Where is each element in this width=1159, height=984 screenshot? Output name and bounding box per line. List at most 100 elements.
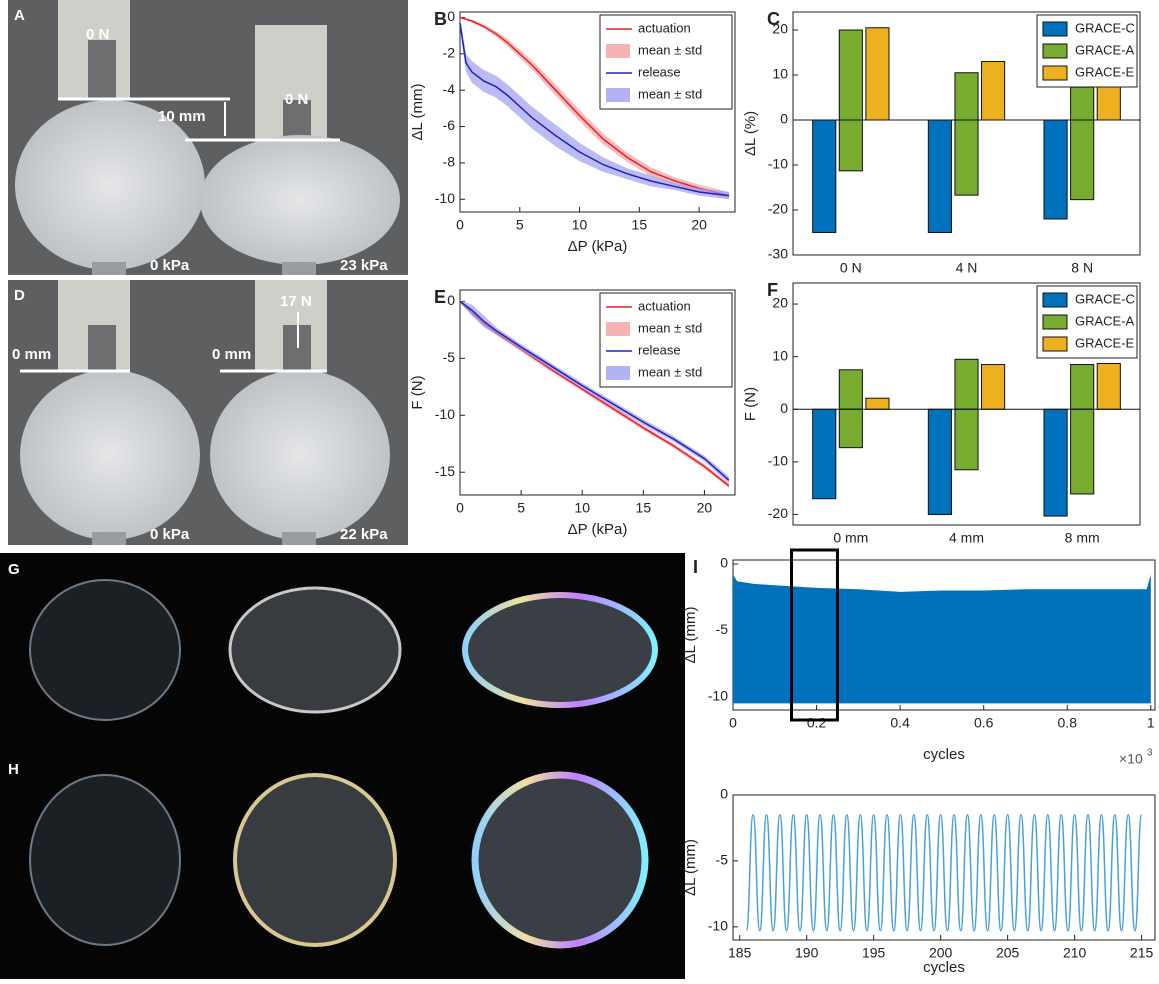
legend-swatch: [606, 322, 630, 336]
y-axis-label: F (N): [409, 375, 426, 409]
legend-label: GRACE-C: [1075, 20, 1135, 35]
y-tick-label: 20: [772, 295, 788, 311]
x-tick-label: 20: [691, 217, 707, 233]
bar: [1071, 365, 1094, 410]
y-axis-label: ΔL (mm): [682, 607, 699, 664]
legend-label: GRACE-E: [1075, 64, 1135, 79]
bar: [839, 409, 862, 447]
y-tick-label: 0: [720, 555, 728, 571]
cycle-envelope: [733, 575, 1151, 704]
bar: [928, 409, 951, 514]
panel-letter: A: [14, 7, 25, 24]
x-tick-label: 0 N: [840, 260, 862, 276]
x-tick-label: 0.8: [1058, 715, 1078, 731]
bar: [955, 409, 978, 470]
legend-label: release: [638, 342, 681, 357]
bar: [1071, 87, 1094, 120]
y-tick-label: 0: [780, 400, 788, 416]
x-tick-label: 0: [729, 715, 737, 731]
bar: [1071, 409, 1094, 494]
photo-label: 23 kPa: [340, 257, 388, 274]
y-tick-label: 10: [772, 347, 788, 363]
legend-swatch: [1043, 293, 1067, 307]
y-axis-label: F (N): [742, 387, 759, 421]
panel-letter: D: [14, 287, 25, 304]
x-tick-label: 215: [1130, 945, 1154, 961]
bar: [1044, 409, 1067, 516]
photo-label: 10 mm: [158, 108, 206, 125]
y-tick-label: -8: [443, 154, 456, 170]
panel-letter: H: [8, 761, 19, 778]
panel-letter: G: [8, 561, 20, 578]
x-tick-label: 190: [795, 945, 819, 961]
x-tick-label: 15: [632, 217, 648, 233]
legend-label: mean ± std: [638, 320, 702, 335]
bar: [982, 365, 1005, 410]
x-tick-label: 8 N: [1071, 260, 1093, 276]
x-tick-label: 15: [636, 500, 652, 516]
legend-label: GRACE-A: [1075, 313, 1135, 328]
x-tick-label: 5: [516, 217, 524, 233]
bar: [866, 398, 889, 409]
bar: [1044, 120, 1067, 219]
photo-label: 0 N: [86, 26, 109, 43]
y-tick-label: 0: [447, 292, 455, 308]
x-tick-label: 10: [572, 217, 588, 233]
legend-swatch: [1043, 22, 1067, 36]
x-tick-label: 0 mm: [833, 530, 868, 546]
bar: [955, 120, 978, 195]
y-tick-label: 10: [772, 66, 788, 82]
y-tick-label: 20: [772, 21, 788, 37]
legend-swatch: [1043, 44, 1067, 58]
panel-letter: B: [434, 9, 447, 29]
x-tick-label: 185: [728, 945, 752, 961]
y-tick-label: 0: [780, 111, 788, 127]
legend-label: mean ± std: [638, 42, 702, 57]
legend-swatch: [606, 366, 630, 380]
legend-label: release: [638, 64, 681, 79]
y-tick-label: -10: [435, 190, 455, 206]
legend-label: GRACE-A: [1075, 42, 1135, 57]
y-tick-label: -10: [708, 687, 728, 703]
bar: [813, 409, 836, 498]
y-axis-label: ΔL (mm): [409, 84, 426, 141]
x-tick-label: 1: [1147, 715, 1155, 731]
x-axis-label: ΔP (kPa): [568, 238, 628, 255]
y-tick-label: -30: [768, 246, 788, 262]
x-axis-label: cycles: [923, 746, 965, 763]
photo-a: A 0 N 0 N 10 mm 0 kPa 23 kPa: [8, 0, 408, 275]
x-multiplier-exp: 3: [1147, 748, 1153, 759]
y-tick-label: -5: [716, 621, 729, 637]
bar: [1097, 363, 1120, 409]
legend-swatch: [606, 44, 630, 58]
y-tick-label: -10: [768, 453, 788, 469]
x-tick-label: 0.4: [890, 715, 910, 731]
photo-gh: G H: [0, 553, 685, 979]
bar: [839, 370, 862, 409]
photo-label: 0 N: [285, 91, 308, 108]
x-tick-label: 0: [456, 500, 464, 516]
legend-label: actuation: [638, 298, 691, 313]
photo-label: 0 mm: [12, 346, 51, 363]
x-tick-label: 20: [697, 500, 713, 516]
x-axis-label: cycles: [923, 959, 965, 976]
y-tick-label: -4: [443, 81, 456, 97]
x-tick-label: 0: [456, 217, 464, 233]
x-tick-label: 0.2: [807, 715, 827, 731]
x-tick-label: 5: [517, 500, 525, 516]
y-tick-label: -10: [768, 156, 788, 172]
y-tick-label: 0: [720, 786, 728, 802]
bar: [839, 120, 862, 171]
bar: [866, 28, 889, 120]
bar: [1071, 120, 1094, 200]
legend-label: mean ± std: [638, 364, 702, 379]
x-multiplier: ×10: [1119, 751, 1143, 767]
legend-label: GRACE-C: [1075, 291, 1135, 306]
bar: [955, 73, 978, 120]
x-tick-label: 0.6: [974, 715, 994, 731]
x-tick-label: 205: [996, 945, 1020, 961]
bar: [813, 120, 836, 233]
y-axis-label: ΔL (%): [742, 111, 759, 156]
legend-label: mean ± std: [638, 86, 702, 101]
y-tick-label: -6: [443, 117, 456, 133]
